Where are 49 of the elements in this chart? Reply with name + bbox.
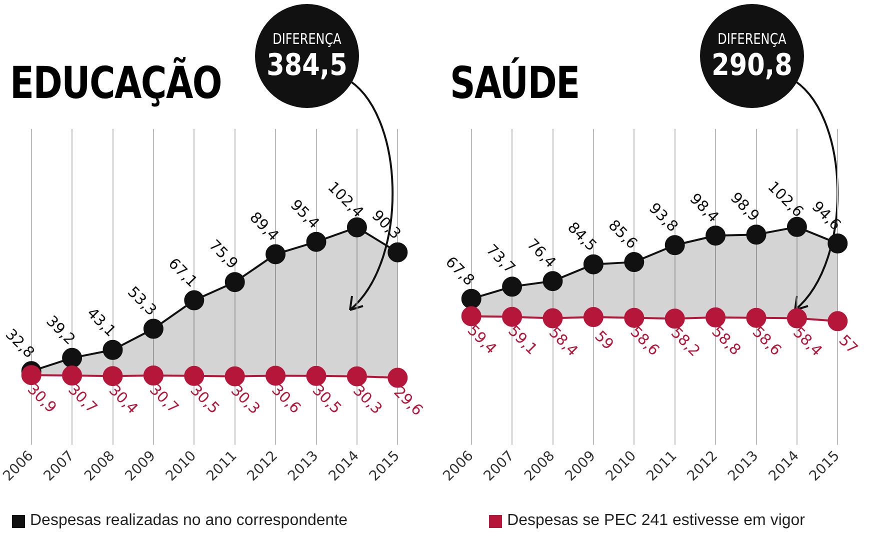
point [502, 276, 522, 297]
point [388, 368, 408, 388]
text: DIFERENÇA [716, 30, 788, 48]
data-label: 57 [835, 331, 862, 358]
point [184, 366, 204, 386]
point [346, 366, 367, 386]
point [542, 308, 563, 328]
point [664, 308, 685, 329]
point [62, 365, 82, 386]
point [62, 348, 82, 368]
point [224, 272, 245, 292]
point [786, 308, 807, 328]
point [306, 366, 326, 386]
text: DIFERENÇA [272, 30, 342, 48]
point [461, 288, 482, 309]
text: 384,5 [266, 48, 348, 83]
point [502, 306, 522, 327]
point [102, 340, 123, 360]
point [266, 366, 286, 386]
legend-label: Despesas realizadas no ano correspondente [30, 512, 348, 530]
point [143, 318, 164, 339]
legend-label: Despesas se PEC 241 estivesse em vigor [507, 512, 805, 530]
data-label: 59 [591, 327, 618, 354]
point [388, 242, 408, 262]
point [583, 254, 604, 274]
point [828, 233, 848, 254]
point [583, 307, 604, 328]
point [746, 308, 766, 328]
point [461, 306, 482, 326]
point [706, 226, 726, 246]
point [828, 311, 848, 332]
chart-title: SAÚDE [450, 58, 580, 109]
chart-title: EDUCAÇÃO [10, 58, 222, 109]
point [746, 224, 766, 245]
point [706, 307, 726, 328]
point [143, 365, 164, 386]
point [21, 365, 42, 386]
point [624, 308, 644, 328]
point [224, 366, 245, 386]
point [184, 290, 204, 310]
text: 290,8 [710, 48, 794, 83]
point [624, 252, 644, 272]
point [542, 271, 563, 292]
point [786, 216, 807, 237]
point [102, 366, 123, 386]
point [306, 232, 326, 252]
point [266, 244, 286, 264]
point [346, 217, 367, 238]
point [664, 235, 685, 256]
